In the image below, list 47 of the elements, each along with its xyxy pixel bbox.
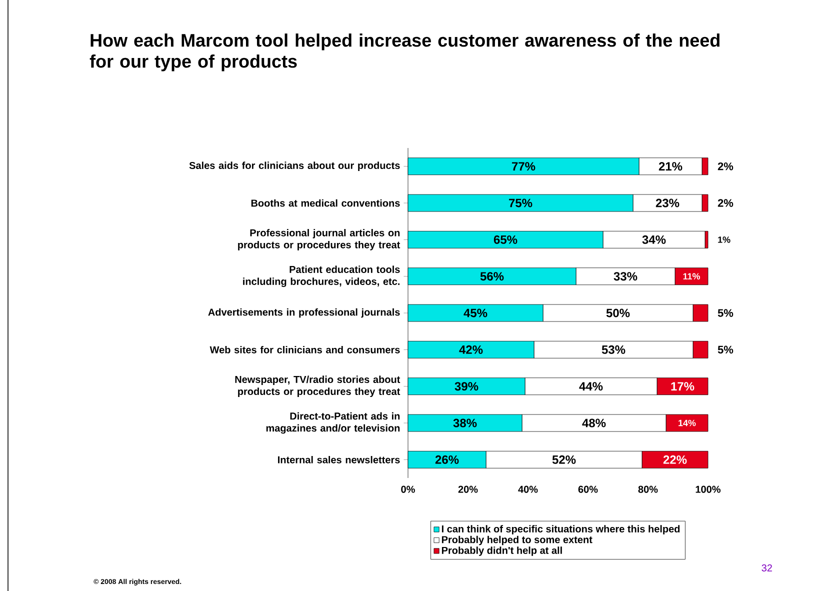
data-label: 1%	[718, 236, 730, 243]
data-label: 2%	[718, 199, 734, 207]
y-tick-label: Sales aids for clinicians about our products	[189, 162, 400, 171]
data-label: 22%	[663, 455, 687, 464]
chart-title: How each Marcom tool helped increase customer awareness of the need for our type of products	[90, 34, 720, 72]
data-label: 65%	[494, 235, 518, 244]
data-label: 48%	[582, 418, 606, 428]
x-tick-label: 100%	[696, 486, 721, 493]
legend-label: I can think of specific situations where this helped	[442, 525, 680, 534]
x-tick-label: 20%	[458, 486, 478, 493]
data-label: 17%	[671, 382, 694, 391]
y-tick-label: Newspaper, TV/radio stories about products or procedures they treat	[235, 376, 400, 397]
text: 32	[762, 564, 772, 572]
y-tick-label: Direct-to-Patient ads in magazines and/or television	[266, 412, 400, 434]
data-label: 33%	[614, 272, 638, 281]
x-tick-label: 60%	[578, 486, 598, 493]
data-label: 26%	[435, 455, 459, 464]
data-label: 50%	[606, 308, 630, 318]
x-tick-label: 40%	[518, 486, 538, 493]
data-label: 53%	[602, 345, 626, 354]
data-label: 45%	[464, 308, 488, 318]
y-tick-label: Booths at medical conventions	[251, 199, 400, 207]
y-tick-label: Web sites for clinicians and consumers	[210, 346, 400, 354]
legend-label: Probably didn't help at all	[442, 546, 562, 556]
data-label: 23%	[656, 198, 680, 208]
data-label: 21%	[658, 162, 682, 171]
legend-label: Probably helped to some extent	[442, 536, 592, 546]
data-label: 75%	[509, 198, 532, 208]
data-label: 77%	[512, 162, 536, 171]
data-label: 14%	[678, 420, 696, 426]
data-label: 5%	[718, 346, 734, 354]
y-tick-label: Advertisements in professional journals	[208, 308, 400, 318]
y-tick-label: Professional journal articles on products or procedures they treat	[238, 229, 400, 250]
data-label: 44%	[579, 382, 603, 391]
y-tick-label: Internal sales newsletters	[278, 456, 400, 464]
data-label: 11%	[683, 273, 700, 280]
data-label: 38%	[453, 418, 477, 428]
x-tick-label: 80%	[638, 486, 658, 493]
y-tick-label: Patient education tools including brochures, videos, etc.	[243, 266, 400, 288]
data-label: 42%	[459, 345, 483, 354]
data-label: 39%	[454, 382, 478, 391]
data-label: 2%	[718, 162, 734, 170]
data-label: 56%	[480, 272, 504, 281]
data-label: 5%	[718, 309, 734, 317]
data-label: 52%	[552, 455, 576, 464]
x-tick-label: 0%	[401, 486, 415, 493]
data-label: 34%	[642, 235, 666, 244]
